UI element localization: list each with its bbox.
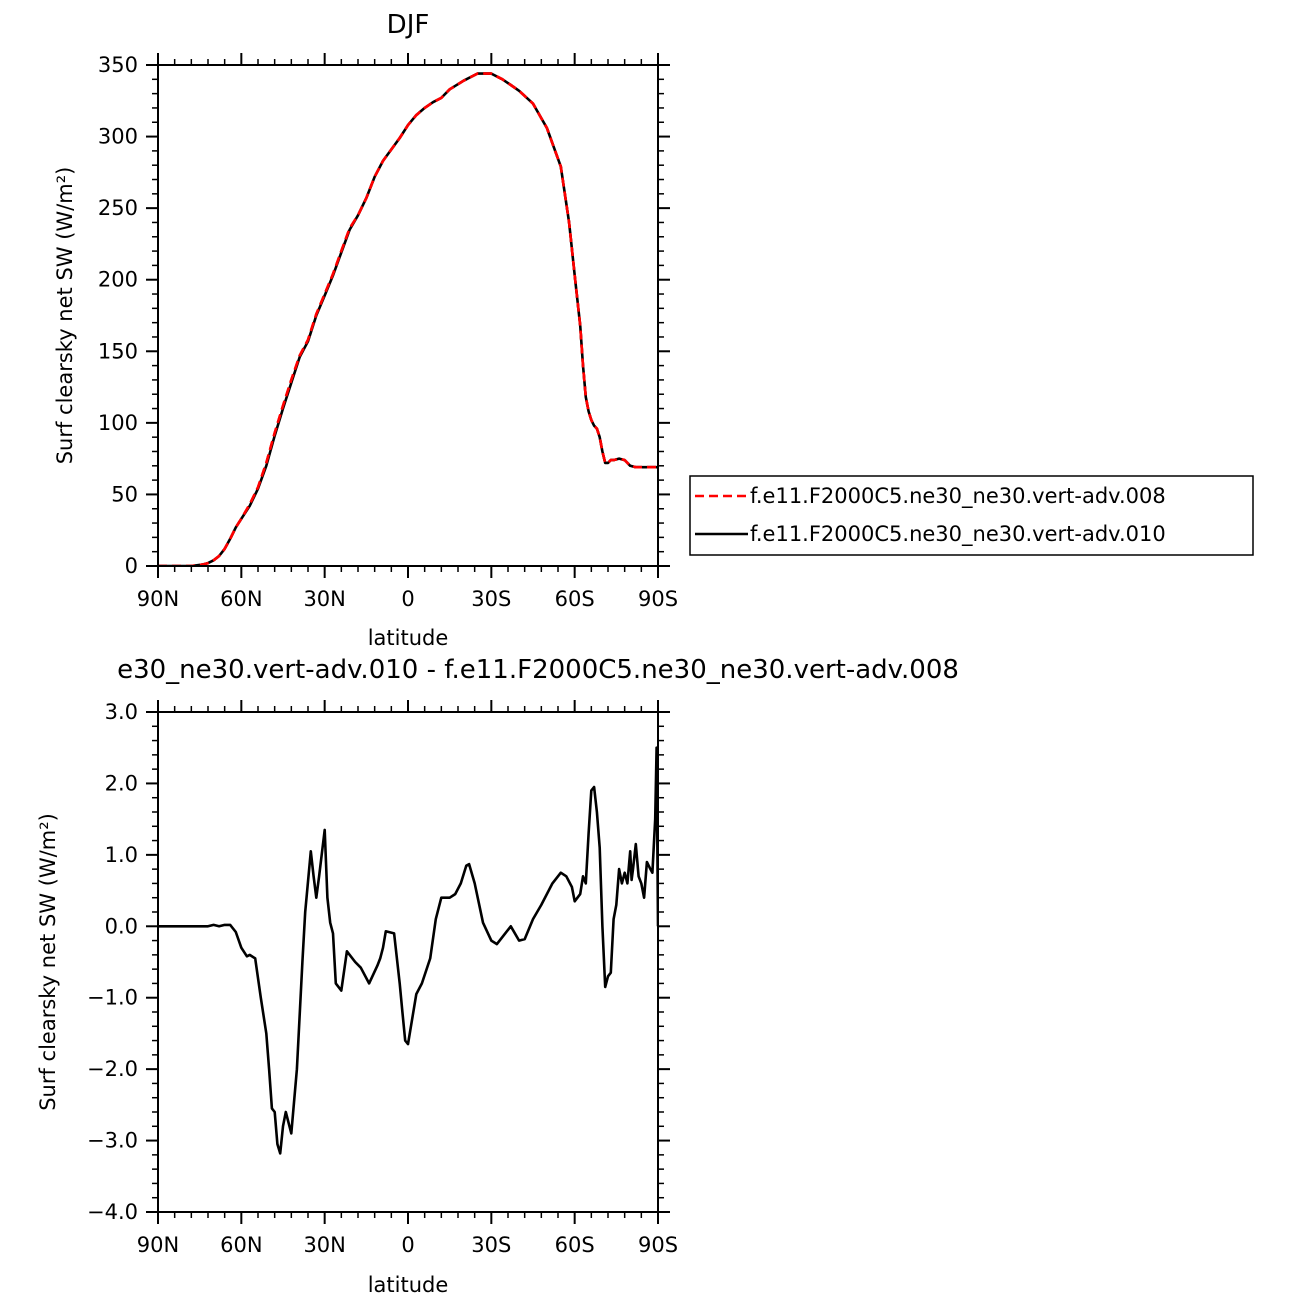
y-tick-label: 250	[98, 196, 138, 220]
y-tick-label: 3.0	[105, 700, 138, 724]
x-tick-label: 60N	[220, 1233, 262, 1257]
x-axis-label: latitude	[368, 626, 449, 650]
y-tick-label: −4.0	[87, 1200, 138, 1224]
x-tick-label: 90N	[137, 1233, 179, 1257]
x-tick-label: 90S	[638, 1233, 678, 1257]
x-tick-label: 90N	[137, 587, 179, 611]
y-tick-label: −3.0	[87, 1129, 138, 1153]
chart-title: e30_ne30.vert-adv.010 - f.e11.F2000C5.ne…	[117, 655, 959, 685]
y-axis-label: Surf clearsky net SW (W/m²)	[53, 167, 77, 465]
y-tick-label: 100	[98, 411, 138, 435]
x-tick-label: 90S	[638, 587, 678, 611]
chart-title: DJF	[387, 10, 430, 40]
y-tick-label: 0	[125, 554, 138, 578]
x-axis-label: latitude	[368, 1273, 449, 1297]
y-axis-label: Surf clearsky net SW (W/m²)	[36, 813, 60, 1111]
x-tick-label: 60N	[220, 587, 262, 611]
y-tick-label: 200	[98, 268, 138, 292]
y-tick-label: 0.0	[105, 914, 138, 938]
legend: f.e11.F2000C5.ne30_ne30.vert-adv.008 f.e1…	[689, 475, 1254, 556]
y-tick-label: 50	[111, 482, 138, 506]
y-tick-label: 300	[98, 125, 138, 149]
legend-label-1: f.e11.F2000C5.ne30_ne30.vert-adv.008	[750, 484, 1166, 509]
x-tick-label: 30S	[471, 587, 511, 611]
y-tick-label: 350	[98, 53, 138, 77]
y-tick-label: 2.0	[105, 771, 138, 795]
x-tick-label: 30S	[471, 1233, 511, 1257]
series-line-1-overlay	[158, 72, 658, 566]
series-line-1	[158, 72, 658, 566]
y-tick-label: 150	[98, 339, 138, 363]
series-line-1	[158, 746, 658, 1155]
x-tick-label: 60S	[555, 587, 595, 611]
x-tick-label: 60S	[555, 1233, 595, 1257]
plot-frame	[157, 711, 659, 1213]
top-panel: DJF 0 50 100 150 200 250 300 350 90N 60N 30N 0 30S 60S…	[53, 10, 678, 650]
y-tick-label: −1.0	[87, 986, 138, 1010]
x-tick-label: 30N	[303, 1233, 345, 1257]
y-tick-label: −2.0	[87, 1057, 138, 1081]
legend-label-2: f.e11.F2000C5.ne30_ne30.vert-adv.010	[750, 522, 1166, 547]
plot-frame	[157, 64, 659, 567]
y-tick-label: 1.0	[105, 843, 138, 867]
series-line-2	[158, 72, 658, 566]
bottom-panel: e30_ne30.vert-adv.010 - f.e11.F2000C5.ne…	[36, 655, 959, 1297]
x-tick-label: 0	[401, 587, 414, 611]
x-tick-label: 0	[401, 1233, 414, 1257]
x-tick-label: 30N	[303, 587, 345, 611]
legend-box	[689, 475, 1254, 556]
